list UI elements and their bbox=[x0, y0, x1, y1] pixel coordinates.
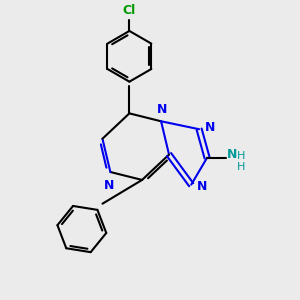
Text: N: N bbox=[227, 148, 237, 161]
Text: N: N bbox=[205, 121, 215, 134]
Text: N: N bbox=[197, 180, 207, 193]
Text: N: N bbox=[157, 103, 167, 116]
Text: H: H bbox=[236, 162, 245, 172]
Text: H: H bbox=[236, 151, 245, 161]
Text: N: N bbox=[103, 179, 114, 192]
Text: Cl: Cl bbox=[123, 4, 136, 17]
